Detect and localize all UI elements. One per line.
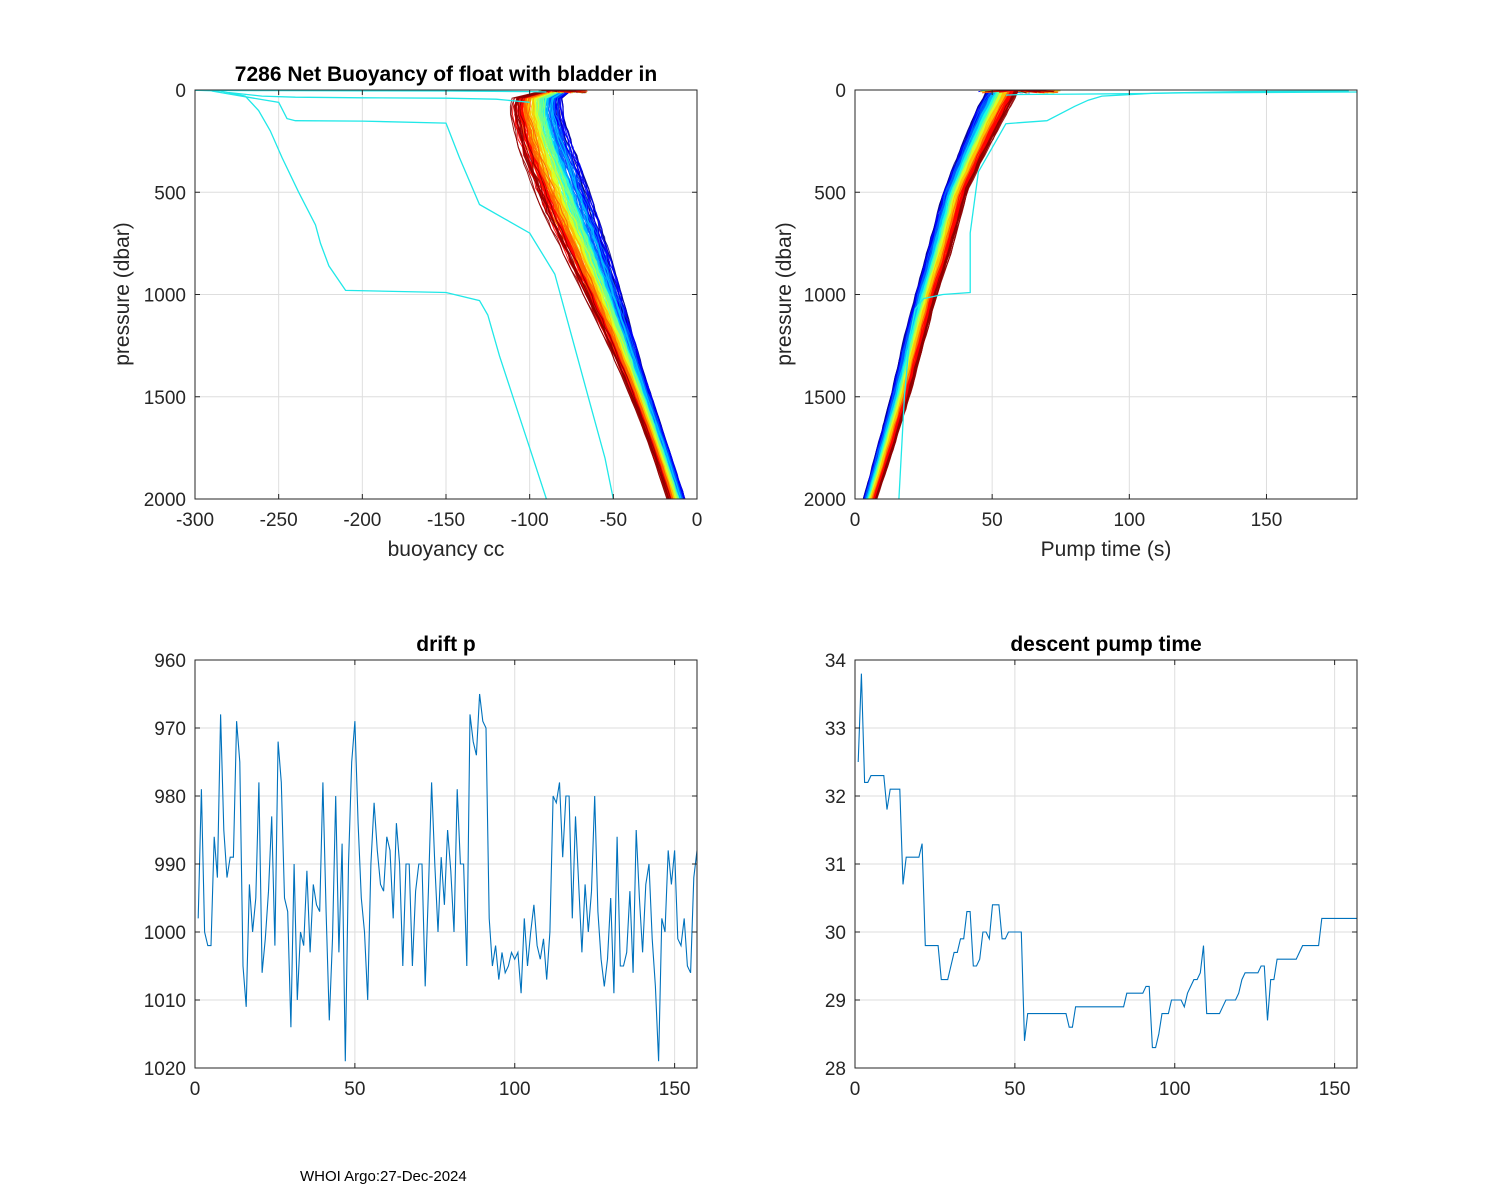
buoyancy-profile-line [523, 90, 673, 499]
drift-series-line [197, 693, 697, 1062]
pumpdesc-panel: 0 50 100 150 28 29 30 31 32 33 34 descent pump tim… [825, 633, 1358, 1100]
pumptime-ytick-label: 1000 [804, 286, 846, 307]
buoyancy-outlier-c-line [195, 90, 547, 93]
buoyancy-profile-line [527, 90, 674, 499]
pumpdesc-ytick-label: 33 [825, 719, 846, 740]
buoyancy-xtick-label: -200 [343, 510, 381, 531]
pumptime-profile-line [869, 90, 1046, 499]
drift-title: drift p [416, 633, 475, 656]
pumptime-profile-line [873, 90, 1055, 499]
buoyancy-outlier-a-line [199, 90, 548, 499]
pumpdesc-ticks: 0 50 100 150 28 29 30 31 32 33 34 [825, 651, 1357, 1100]
buoyancy-ytick-label: 1500 [144, 388, 186, 409]
buoyancy-title: 7286 Net Buoyancy of float with bladder … [235, 63, 657, 86]
pumpdesc-xtick-label: 0 [850, 1079, 861, 1100]
drift-ytick-label: 1020 [144, 1059, 186, 1080]
drift-ytick-label: 990 [154, 855, 186, 876]
pumpdesc-xtick-label: 50 [1004, 1079, 1025, 1100]
buoyancy-profile-line [515, 90, 669, 499]
drift-ticks: 0 50 100 150 960 970 980 990 1000 1010 1020 [144, 651, 697, 1100]
buoyancy-ticks: -300 -250 -200 -150 -100 -50 0 0 500 1000 1500 2000 [144, 81, 703, 531]
pumptime-profile-line [870, 90, 1049, 499]
pumptime-profile-line [865, 90, 1029, 499]
pumptime-profile-line [866, 90, 1034, 499]
buoyancy-profile-line [536, 90, 678, 499]
drift-panel: 0 50 100 150 960 970 980 990 1000 1010 1020 drift … [144, 633, 698, 1100]
drift-ytick-label: 960 [154, 651, 186, 672]
pumptime-xtick-label: 150 [1251, 510, 1283, 531]
drift-xtick-label: 0 [190, 1079, 201, 1100]
buoyancy-profile-line [541, 90, 685, 499]
drift-ytick-label: 980 [154, 787, 186, 808]
buoyancy-ytick-label: 0 [175, 81, 186, 102]
pumptime-profiles [862, 90, 1357, 499]
buoyancy-xtick-label: 0 [692, 510, 703, 531]
pumptime-ytick-label: 500 [814, 183, 846, 204]
pumpdesc-ytick-label: 30 [825, 923, 846, 944]
pumpdesc-title: descent pump time [1010, 633, 1201, 656]
buoyancy-profiles [195, 90, 686, 499]
buoyancy-profile-line [551, 90, 682, 499]
buoyancy-profile-line [528, 90, 674, 499]
pumpdesc-ytick-label: 29 [825, 991, 846, 1012]
buoyancy-profile-line [543, 90, 680, 499]
pumptime-xtick-label: 100 [1113, 510, 1145, 531]
buoyancy-ylabel: pressure (dbar) [111, 222, 134, 366]
pumptime-xlabel: Pump time (s) [1041, 538, 1172, 561]
pumptime-ytick-label: 2000 [804, 490, 846, 511]
buoyancy-profile-line [509, 90, 668, 499]
buoyancy-profile-line [519, 90, 671, 499]
pumptime-xtick-label: 0 [850, 510, 861, 531]
buoyancy-ytick-label: 2000 [144, 490, 186, 511]
drift-series [197, 693, 697, 1062]
drift-ytick-label: 1010 [144, 991, 186, 1012]
pumptime-ylabel: pressure (dbar) [773, 222, 796, 366]
pumpdesc-series-line [857, 673, 1357, 1049]
pumptime-outlier-b-line [898, 90, 1349, 499]
pumptime-ytick-label: 0 [835, 81, 846, 102]
drift-xtick-label: 50 [344, 1079, 365, 1100]
pumptime-profile-line [874, 90, 1047, 499]
pumpdesc-ytick-label: 34 [825, 651, 847, 672]
buoyancy-profile-line [532, 90, 675, 499]
buoyancy-xtick-label: -250 [260, 510, 298, 531]
buoyancy-xtick-label: -100 [511, 510, 549, 531]
buoyancy-profile-line [515, 90, 670, 499]
buoyancy-ytick-label: 500 [154, 183, 186, 204]
drift-xtick-label: 100 [499, 1079, 531, 1100]
pumpdesc-ytick-label: 31 [825, 855, 846, 876]
pumptime-profile-line [876, 90, 1019, 499]
drift-xtick-label: 150 [659, 1079, 691, 1100]
buoyancy-outlier-b-line [211, 90, 614, 499]
pumpdesc-xtick-label: 150 [1319, 1079, 1351, 1100]
buoyancy-profile-line [544, 90, 682, 499]
buoyancy-ytick-label: 1000 [144, 286, 186, 307]
buoyancy-panel: -300 -250 -200 -150 -100 -50 0 0 500 1000 1500 2000… [111, 63, 702, 561]
drift-ytick-label: 1000 [144, 923, 186, 944]
pumptime-profile-line [873, 90, 1014, 499]
buoyancy-xtick-label: -300 [176, 510, 214, 531]
drift-ytick-label: 970 [154, 719, 186, 740]
footer-stamp: WHOI Argo:27-Dec-2024 [300, 1168, 467, 1185]
buoyancy-xlabel: buoyancy cc [388, 538, 505, 561]
buoyancy-outlier-d-line [228, 91, 530, 103]
pumptime-xtick-label: 50 [982, 510, 1003, 531]
pumpdesc-series [857, 673, 1357, 1049]
buoyancy-xtick-label: -150 [427, 510, 465, 531]
pumptime-profile-line [867, 90, 1023, 499]
buoyancy-profile-line [545, 90, 683, 499]
pumpdesc-xtick-label: 100 [1159, 1079, 1191, 1100]
buoyancy-profile-line [546, 90, 680, 499]
pumpdesc-ytick-label: 32 [825, 787, 846, 808]
buoyancy-xtick-label: -50 [600, 510, 627, 531]
pumpdesc-ytick-label: 28 [825, 1059, 846, 1080]
pumptime-ytick-label: 1500 [804, 388, 846, 409]
